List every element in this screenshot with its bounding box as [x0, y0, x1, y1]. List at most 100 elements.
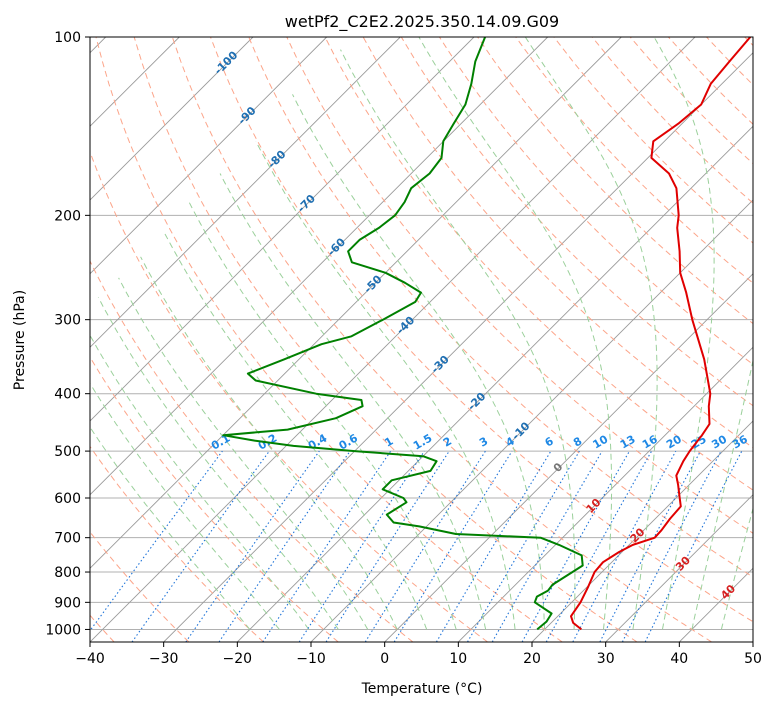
moist-adiabat-line — [90, 334, 310, 630]
isotherm-line — [163, 52, 753, 642]
mixing-ratio-line — [521, 450, 630, 642]
x-tick-label: 30 — [597, 651, 615, 667]
sounding-series — [222, 37, 752, 631]
mixing-ratio-line — [131, 450, 270, 642]
isotherm-label: -20 — [465, 390, 488, 413]
dry-adiabat-line — [248, 37, 753, 578]
dry-adiabat-line — [210, 37, 753, 623]
mixing-ratio-label: 8 — [571, 435, 584, 450]
isotherm-label: 10 — [584, 496, 604, 516]
moist-adiabat-line — [140, 256, 398, 630]
isotherm-label: 0 — [551, 460, 566, 475]
x-axis: −40 −30 −20 −10 0 10 20 30 40 50 — [75, 642, 762, 667]
isotherm-label: -70 — [295, 192, 318, 215]
moist-adiabat-line — [292, 94, 546, 630]
isotherm-line — [90, 37, 254, 201]
dry-adiabat-line — [706, 37, 753, 86]
dry-adiabat-line — [324, 37, 753, 491]
y-tick-label: 100 — [54, 30, 81, 46]
mixing-ratio-line — [572, 450, 677, 642]
mixing-ratio-line — [90, 450, 223, 632]
x-tick-label: 40 — [670, 651, 688, 667]
y-tick-label: 700 — [54, 531, 81, 547]
x-tick-label: 10 — [449, 651, 467, 667]
y-axis-label: Pressure (hPa) — [12, 290, 28, 390]
mixing-ratio-label: 10 — [590, 432, 610, 451]
isotherm-line — [310, 199, 753, 642]
isotherm-label: -90 — [235, 104, 258, 127]
moist-adiabat-line — [219, 173, 487, 630]
isotherm-line — [605, 494, 753, 642]
moist-adiabat-line — [97, 297, 339, 630]
isotherm-line — [457, 346, 753, 642]
mixing-ratio-line — [218, 450, 351, 642]
x-tick-label: −20 — [223, 651, 253, 667]
dry-adiabat-line — [668, 37, 753, 125]
mixing-ratio-label: 6 — [543, 434, 556, 449]
x-tick-label: −40 — [75, 651, 105, 667]
dry-adiabat-line — [90, 356, 339, 642]
isotherm-line — [752, 641, 753, 642]
isotherm-label: -60 — [325, 235, 348, 258]
dry-adiabat-line — [90, 259, 414, 642]
x-tick-label: 20 — [523, 651, 541, 667]
moist-adiabat-line — [418, 37, 613, 630]
moist-adiabat-line — [90, 382, 280, 630]
dewpoint-profile-line — [222, 37, 584, 631]
chart-title: wetPf2_C2E2.2025.350.14.09.G09 — [285, 12, 559, 32]
dry-adiabat-line — [744, 37, 753, 47]
mixing-ratio-line — [325, 450, 450, 642]
background-lines — [90, 37, 753, 642]
y-tick-label: 800 — [54, 565, 81, 581]
isotherm-label: -30 — [429, 353, 452, 376]
dry-adiabat-line — [90, 445, 264, 642]
x-tick-label: −10 — [296, 651, 326, 667]
y-tick-label: 600 — [54, 491, 81, 507]
dry-adiabat-line — [95, 37, 563, 642]
moist-adiabat-line — [118, 277, 369, 630]
moist-adiabat-line — [255, 141, 516, 630]
mixing-ratio-line — [435, 450, 552, 642]
y-axis: 100 200 300 400 500 600 700 800 900 1000 — [45, 30, 90, 638]
mixing-ratio-label: 20 — [664, 432, 684, 451]
dry-adiabat-line — [515, 37, 753, 284]
mixing-ratio-line — [262, 450, 392, 642]
mixing-ratio-line — [393, 450, 513, 642]
mixing-ratio-label: 1 — [382, 435, 395, 450]
moist-adiabat-line — [691, 358, 753, 630]
plot-frame — [89, 36, 754, 643]
x-axis-label: Temperature (°C) — [361, 681, 483, 697]
mixing-ratio-label: 1.5 — [411, 432, 434, 453]
isotherm-line — [90, 37, 696, 642]
mixing-ratio-line — [298, 450, 425, 642]
mixing-ratio-line — [185, 450, 320, 642]
isotherm-label: -50 — [361, 272, 384, 295]
dry-adiabat-line — [171, 37, 712, 642]
moist-adiabat-line — [524, 37, 658, 630]
moist-adiabat-line — [164, 233, 428, 630]
mixing-ratio-label: 16 — [640, 432, 660, 451]
x-tick-label: −30 — [149, 651, 179, 667]
mixing-ratio-line — [599, 450, 701, 642]
moist-adiabat-line — [720, 506, 753, 630]
mixing-ratio-line — [545, 450, 653, 642]
mixing-ratio-label: 30 — [709, 432, 729, 451]
x-tick-label: 50 — [744, 651, 762, 667]
y-tick-label: 200 — [54, 208, 81, 224]
isotherm-line — [678, 567, 753, 642]
isotherm-line — [531, 420, 753, 642]
mixing-ratio-line — [364, 450, 486, 642]
moist-adiabat-line — [653, 37, 715, 630]
mixing-ratio-line — [644, 450, 743, 642]
isotherm-line — [90, 37, 622, 569]
mixing-ratio-label: 13 — [618, 433, 638, 452]
isotherm-line — [90, 37, 328, 275]
isotherm-label: 40 — [718, 582, 738, 602]
isotherm-line — [236, 125, 753, 642]
dry-adiabat-line — [286, 37, 753, 534]
dry-adiabat-line — [477, 37, 753, 325]
isotherm-label: -40 — [394, 314, 417, 337]
isotherm-line — [90, 37, 549, 496]
isotherm-line — [90, 37, 401, 348]
